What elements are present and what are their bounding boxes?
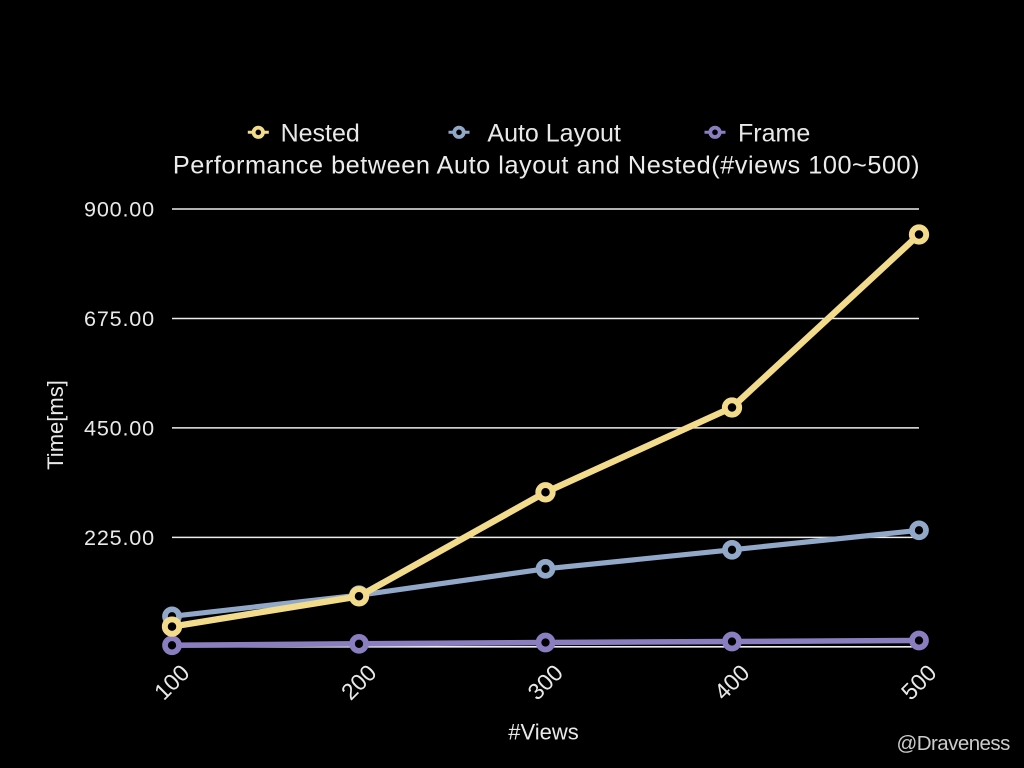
svg-text:Time[ms]: Time[ms]: [43, 380, 68, 470]
svg-text:225.00: 225.00: [84, 525, 155, 550]
svg-text:900.00: 900.00: [84, 196, 155, 221]
svg-text:675.00: 675.00: [84, 306, 155, 331]
svg-text:Frame: Frame: [738, 119, 810, 147]
svg-text:Nested: Nested: [281, 119, 360, 147]
svg-text:Auto Layout: Auto Layout: [487, 119, 620, 147]
svg-text:Performance between Auto layou: Performance between Auto layout and Nest…: [173, 151, 920, 179]
svg-text:#Views: #Views: [508, 720, 579, 745]
svg-text:450.00: 450.00: [84, 415, 155, 440]
svg-text:@Draveness: @Draveness: [897, 732, 1011, 755]
